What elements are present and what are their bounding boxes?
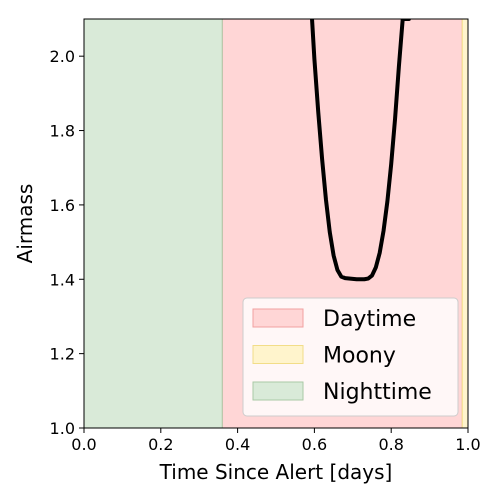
legend-swatch-moony xyxy=(252,345,304,364)
region-nighttime xyxy=(83,18,223,429)
y-tick-label: 1.6 xyxy=(50,196,75,215)
airmass-curve xyxy=(310,19,411,282)
y-axis-title: Airmass xyxy=(13,184,37,264)
legend: Daytime Moony Nighttime xyxy=(242,297,459,417)
y-tick-label: 1.4 xyxy=(50,270,75,289)
x-tick-label: 0.4 xyxy=(225,435,250,454)
legend-label-daytime: Daytime xyxy=(323,307,416,332)
x-tick-label: 0.2 xyxy=(148,435,173,454)
region-moony xyxy=(461,18,469,429)
y-tick-label: 1.8 xyxy=(50,122,75,141)
legend-swatch-nighttime xyxy=(252,381,304,401)
legend-label-moony: Moony xyxy=(323,344,396,369)
y-tick-label: 1.0 xyxy=(50,419,75,438)
x-tick-label: 1.0 xyxy=(455,435,480,454)
x-axis: 0.0 0.2 0.4 0.6 0.8 1.0 xyxy=(71,428,481,454)
series-layer xyxy=(310,19,411,282)
y-axis: 1.0 1.2 1.4 1.6 1.8 2.0 xyxy=(50,47,84,438)
x-tick-label: 0.0 xyxy=(71,435,96,454)
plot-frame xyxy=(83,18,469,429)
x-axis-title: Time Since Alert [days] xyxy=(159,460,393,484)
x-tick-label: 0.6 xyxy=(302,435,327,454)
x-tick-label: 0.8 xyxy=(378,435,403,454)
y-tick-label: 2.0 xyxy=(50,47,75,66)
legend-label-nighttime: Nighttime xyxy=(323,380,432,405)
legend-swatch-daytime xyxy=(252,308,304,328)
y-tick-label: 1.2 xyxy=(50,345,75,364)
